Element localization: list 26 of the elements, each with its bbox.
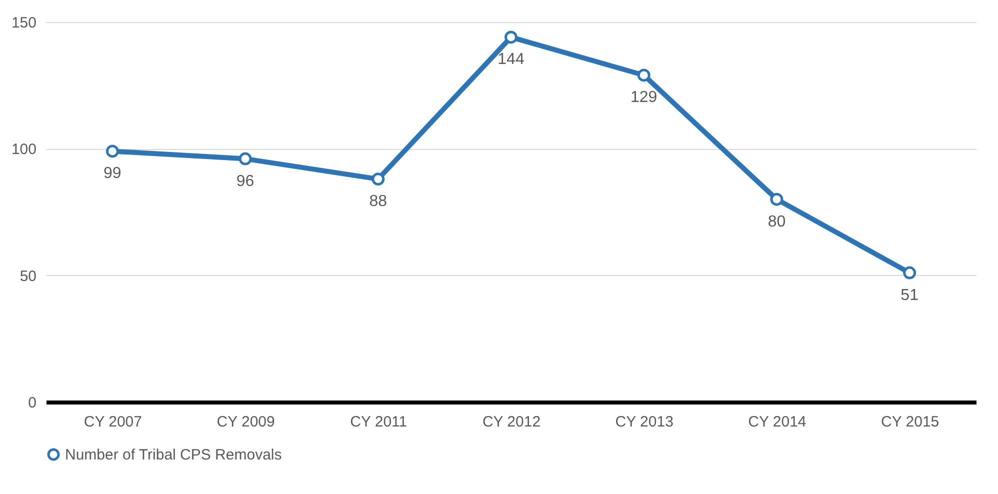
point: [903, 266, 916, 280]
x-tick-label: CY 2014: [748, 414, 806, 430]
point: [504, 30, 518, 44]
data-label: 88: [369, 193, 388, 210]
data-label: 51: [900, 286, 919, 304]
point: [106, 144, 119, 158]
x-tick-label: CY 2012: [482, 414, 541, 430]
data-label: 96: [236, 172, 254, 190]
x-tick-label: CY 2011: [350, 414, 408, 430]
y-tick-label: 150: [11, 14, 36, 32]
y-tick-label: 0: [28, 394, 36, 412]
point: [238, 152, 252, 166]
data-label: 144: [498, 51, 524, 68]
point: [637, 68, 650, 82]
y-tick-label: 50: [20, 268, 36, 285]
point: [770, 192, 784, 206]
y-tick-label: 100: [11, 141, 36, 158]
x-tick-label: CY 2013: [615, 414, 674, 430]
point: [372, 172, 385, 186]
data-label: 99: [104, 165, 122, 182]
data-label: 80: [768, 213, 786, 230]
x-tick-label: CY 2009: [216, 414, 275, 430]
x-tick-label: CY 2015: [881, 414, 940, 430]
x-tick-label: CY 2007: [84, 414, 142, 430]
legend-label: Number of Tribal CPS Removals: [65, 446, 282, 464]
data-label: 129: [630, 89, 658, 106]
